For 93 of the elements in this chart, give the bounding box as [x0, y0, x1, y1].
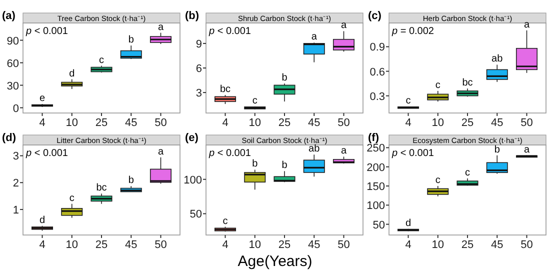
- x-tick-label: 10: [66, 117, 78, 129]
- x-tick-label: 45: [491, 117, 504, 129]
- text: (f): [368, 132, 380, 144]
- y-tick-label: 200: [366, 162, 385, 174]
- annotation: d: [39, 214, 46, 226]
- x-tick-label: 4: [405, 117, 412, 129]
- x-tick-label: 50: [154, 117, 167, 129]
- annotation: p < 0.001: [208, 148, 252, 159]
- annotation: b: [128, 34, 134, 46]
- annotation: ab: [492, 54, 504, 65]
- y-tick-label: 0.3: [370, 90, 385, 103]
- annotation: bc: [462, 77, 473, 88]
- y-tick-label: 0.9: [370, 42, 385, 54]
- y-tick-label: 100: [184, 174, 202, 186]
- x-tick-label: 4: [222, 239, 228, 251]
- y-tick-label: 0: [12, 102, 19, 115]
- annotation: p < 0.001: [25, 26, 68, 37]
- y-tick-label: 50: [372, 219, 385, 232]
- x-tick-label: 4: [39, 117, 46, 129]
- x-tick-label: 25: [278, 239, 291, 251]
- x-tick-label: 4: [39, 239, 46, 251]
- y-tick-label: 3: [196, 88, 202, 100]
- annotation: b: [494, 144, 500, 156]
- text: (b): [185, 10, 200, 22]
- annotation: b: [252, 158, 258, 170]
- annotation: a: [340, 20, 347, 32]
- y-tick-label: 1: [12, 204, 19, 216]
- x-tick-label: 45: [308, 117, 320, 129]
- annotation: a: [311, 32, 318, 43]
- annotation: bc: [96, 182, 107, 194]
- x-axis-title: Age(Years): [238, 253, 312, 270]
- annotation: p = 0.002: [391, 26, 434, 37]
- x-tick-label: 10: [248, 239, 261, 251]
- x-tick-label: 45: [125, 117, 138, 129]
- annotation: b: [282, 72, 288, 84]
- annotation: p < 0.001: [208, 26, 252, 37]
- x-tick-label: 10: [432, 117, 444, 129]
- text: (a): [2, 10, 16, 22]
- annotation: p < 0.001: [391, 148, 434, 159]
- annotation: c: [222, 216, 228, 227]
- annotation: c: [435, 174, 440, 186]
- annotation: a: [158, 146, 164, 158]
- y-tick-label: 6: [196, 63, 202, 75]
- x-tick-label: 25: [95, 239, 108, 251]
- annotation: c: [435, 80, 440, 91]
- annotation: a: [524, 144, 530, 156]
- y-tick-label: 150: [366, 180, 385, 193]
- x-tick-label: 45: [125, 239, 138, 251]
- y-tick-label: 250: [366, 142, 385, 155]
- annotation: a: [524, 19, 530, 30]
- y-tick-label: 90: [6, 35, 19, 48]
- x-tick-label: 50: [338, 117, 350, 129]
- annotation: bc: [220, 84, 231, 95]
- x-tick-label: 25: [461, 239, 474, 251]
- text: (d): [2, 132, 16, 144]
- x-tick-label: 25: [278, 117, 291, 129]
- x-tick-label: 25: [461, 117, 474, 129]
- annotation: c: [69, 192, 74, 204]
- x-tick-label: 25: [95, 117, 108, 129]
- y-tick-label: 50: [190, 208, 202, 221]
- text: (e): [185, 132, 199, 144]
- annotation: d: [405, 218, 412, 229]
- x-tick-label: 45: [491, 239, 504, 251]
- x-tick-label: 10: [432, 239, 444, 251]
- annotation: c: [252, 95, 258, 106]
- annotation: e: [39, 93, 46, 104]
- x-tick-label: 4: [222, 117, 228, 129]
- annotation: p < 0.001: [25, 148, 68, 159]
- y-tick-label: 0.6: [370, 66, 385, 78]
- x-tick-label: 50: [520, 117, 533, 129]
- y-tick-label: 2: [12, 178, 19, 190]
- x-tick-label: 4: [405, 239, 412, 251]
- x-tick-label: 50: [338, 239, 350, 251]
- x-tick-label: 50: [154, 239, 167, 251]
- annotation: c: [465, 167, 470, 178]
- y-tick-label: 9: [196, 38, 202, 50]
- y-tick-label: 3: [12, 150, 19, 163]
- y-tick-label: 100: [366, 200, 385, 212]
- annotation: d: [69, 68, 75, 80]
- annotation: a: [158, 22, 164, 33]
- y-tick-label: 60: [6, 58, 19, 70]
- annotation: c: [99, 54, 104, 66]
- x-tick-label: 45: [308, 239, 320, 251]
- x-tick-label: 10: [66, 239, 78, 251]
- x-tick-label: 50: [520, 239, 533, 251]
- y-tick-label: 30: [6, 80, 19, 92]
- x-tick-label: 10: [248, 117, 261, 129]
- annotation: b: [128, 175, 134, 186]
- annotation: c: [406, 95, 411, 106]
- annotation: ab: [308, 144, 320, 155]
- annotation: a: [340, 146, 347, 157]
- annotation: b: [282, 160, 288, 172]
- text: (c): [368, 10, 382, 22]
